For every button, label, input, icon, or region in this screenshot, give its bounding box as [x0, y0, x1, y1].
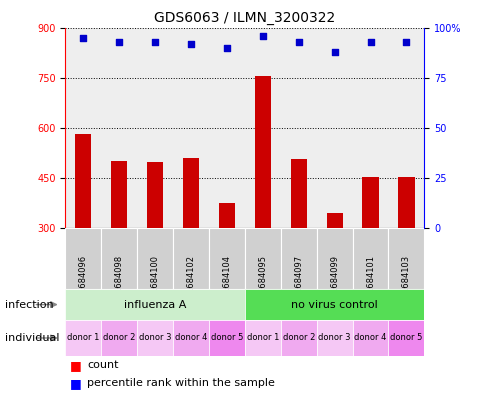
- FancyBboxPatch shape: [388, 320, 424, 356]
- Bar: [254, 76, 271, 228]
- FancyBboxPatch shape: [137, 320, 173, 356]
- Text: GSM1684099: GSM1684099: [330, 255, 338, 311]
- Text: donor 3: donor 3: [138, 334, 171, 342]
- Bar: [101, 28, 137, 228]
- Text: GSM1684096: GSM1684096: [79, 255, 88, 312]
- Bar: [397, 177, 414, 228]
- Text: GSM1684098: GSM1684098: [115, 255, 123, 312]
- FancyBboxPatch shape: [209, 320, 244, 356]
- Point: [402, 39, 409, 45]
- FancyBboxPatch shape: [65, 320, 101, 356]
- Bar: [182, 158, 199, 228]
- Text: donor 1: donor 1: [246, 334, 278, 342]
- Text: GSM1684101: GSM1684101: [365, 255, 374, 311]
- Point: [258, 32, 266, 39]
- Bar: [326, 213, 342, 228]
- Bar: [173, 28, 209, 228]
- Point: [223, 44, 230, 51]
- Point: [79, 34, 87, 40]
- Bar: [75, 134, 91, 228]
- Text: donor 4: donor 4: [354, 334, 386, 342]
- Bar: [362, 177, 378, 228]
- Bar: [65, 28, 101, 228]
- Text: donor 2: donor 2: [282, 334, 314, 342]
- Text: GSM1684104: GSM1684104: [222, 255, 231, 311]
- Text: GSM1684095: GSM1684095: [258, 255, 267, 311]
- Text: donor 2: donor 2: [103, 334, 135, 342]
- Point: [366, 39, 374, 45]
- FancyBboxPatch shape: [209, 228, 244, 289]
- Bar: [352, 28, 388, 228]
- Bar: [137, 28, 173, 228]
- Text: donor 5: donor 5: [211, 334, 242, 342]
- FancyBboxPatch shape: [173, 320, 209, 356]
- Bar: [209, 28, 244, 228]
- FancyBboxPatch shape: [280, 320, 316, 356]
- Point: [330, 48, 338, 55]
- FancyBboxPatch shape: [352, 228, 388, 289]
- Text: donor 3: donor 3: [318, 334, 350, 342]
- Text: GSM1684100: GSM1684100: [151, 255, 159, 311]
- FancyBboxPatch shape: [65, 289, 244, 320]
- Title: GDS6063 / ILMN_3200322: GDS6063 / ILMN_3200322: [154, 11, 335, 25]
- Bar: [280, 28, 316, 228]
- FancyBboxPatch shape: [280, 228, 316, 289]
- Text: GSM1684102: GSM1684102: [186, 255, 195, 311]
- Text: donor 1: donor 1: [67, 334, 99, 342]
- FancyBboxPatch shape: [388, 228, 424, 289]
- Bar: [316, 28, 352, 228]
- Text: GSM1684103: GSM1684103: [401, 255, 410, 312]
- FancyBboxPatch shape: [244, 320, 280, 356]
- Point: [294, 39, 302, 45]
- FancyBboxPatch shape: [65, 228, 101, 289]
- Point: [115, 39, 123, 45]
- Text: ■: ■: [70, 376, 82, 390]
- FancyBboxPatch shape: [352, 320, 388, 356]
- FancyBboxPatch shape: [173, 228, 209, 289]
- Text: count: count: [87, 360, 119, 371]
- Text: ■: ■: [70, 359, 82, 372]
- Text: donor 5: donor 5: [390, 334, 422, 342]
- Text: influenza A: influenza A: [124, 299, 186, 310]
- Bar: [388, 28, 424, 228]
- Point: [151, 39, 159, 45]
- Text: percentile rank within the sample: percentile rank within the sample: [87, 378, 274, 388]
- Bar: [244, 28, 280, 228]
- Text: no virus control: no virus control: [291, 299, 377, 310]
- FancyBboxPatch shape: [101, 228, 137, 289]
- Point: [187, 40, 195, 47]
- FancyBboxPatch shape: [244, 228, 280, 289]
- Bar: [111, 161, 127, 228]
- Text: individual: individual: [5, 333, 59, 343]
- Text: infection: infection: [5, 299, 53, 310]
- Bar: [147, 162, 163, 228]
- Bar: [218, 203, 235, 228]
- FancyBboxPatch shape: [316, 320, 352, 356]
- Text: GSM1684097: GSM1684097: [294, 255, 302, 312]
- FancyBboxPatch shape: [137, 228, 173, 289]
- Text: donor 4: donor 4: [175, 334, 207, 342]
- FancyBboxPatch shape: [244, 289, 424, 320]
- Bar: [290, 160, 306, 228]
- FancyBboxPatch shape: [101, 320, 137, 356]
- FancyBboxPatch shape: [316, 228, 352, 289]
